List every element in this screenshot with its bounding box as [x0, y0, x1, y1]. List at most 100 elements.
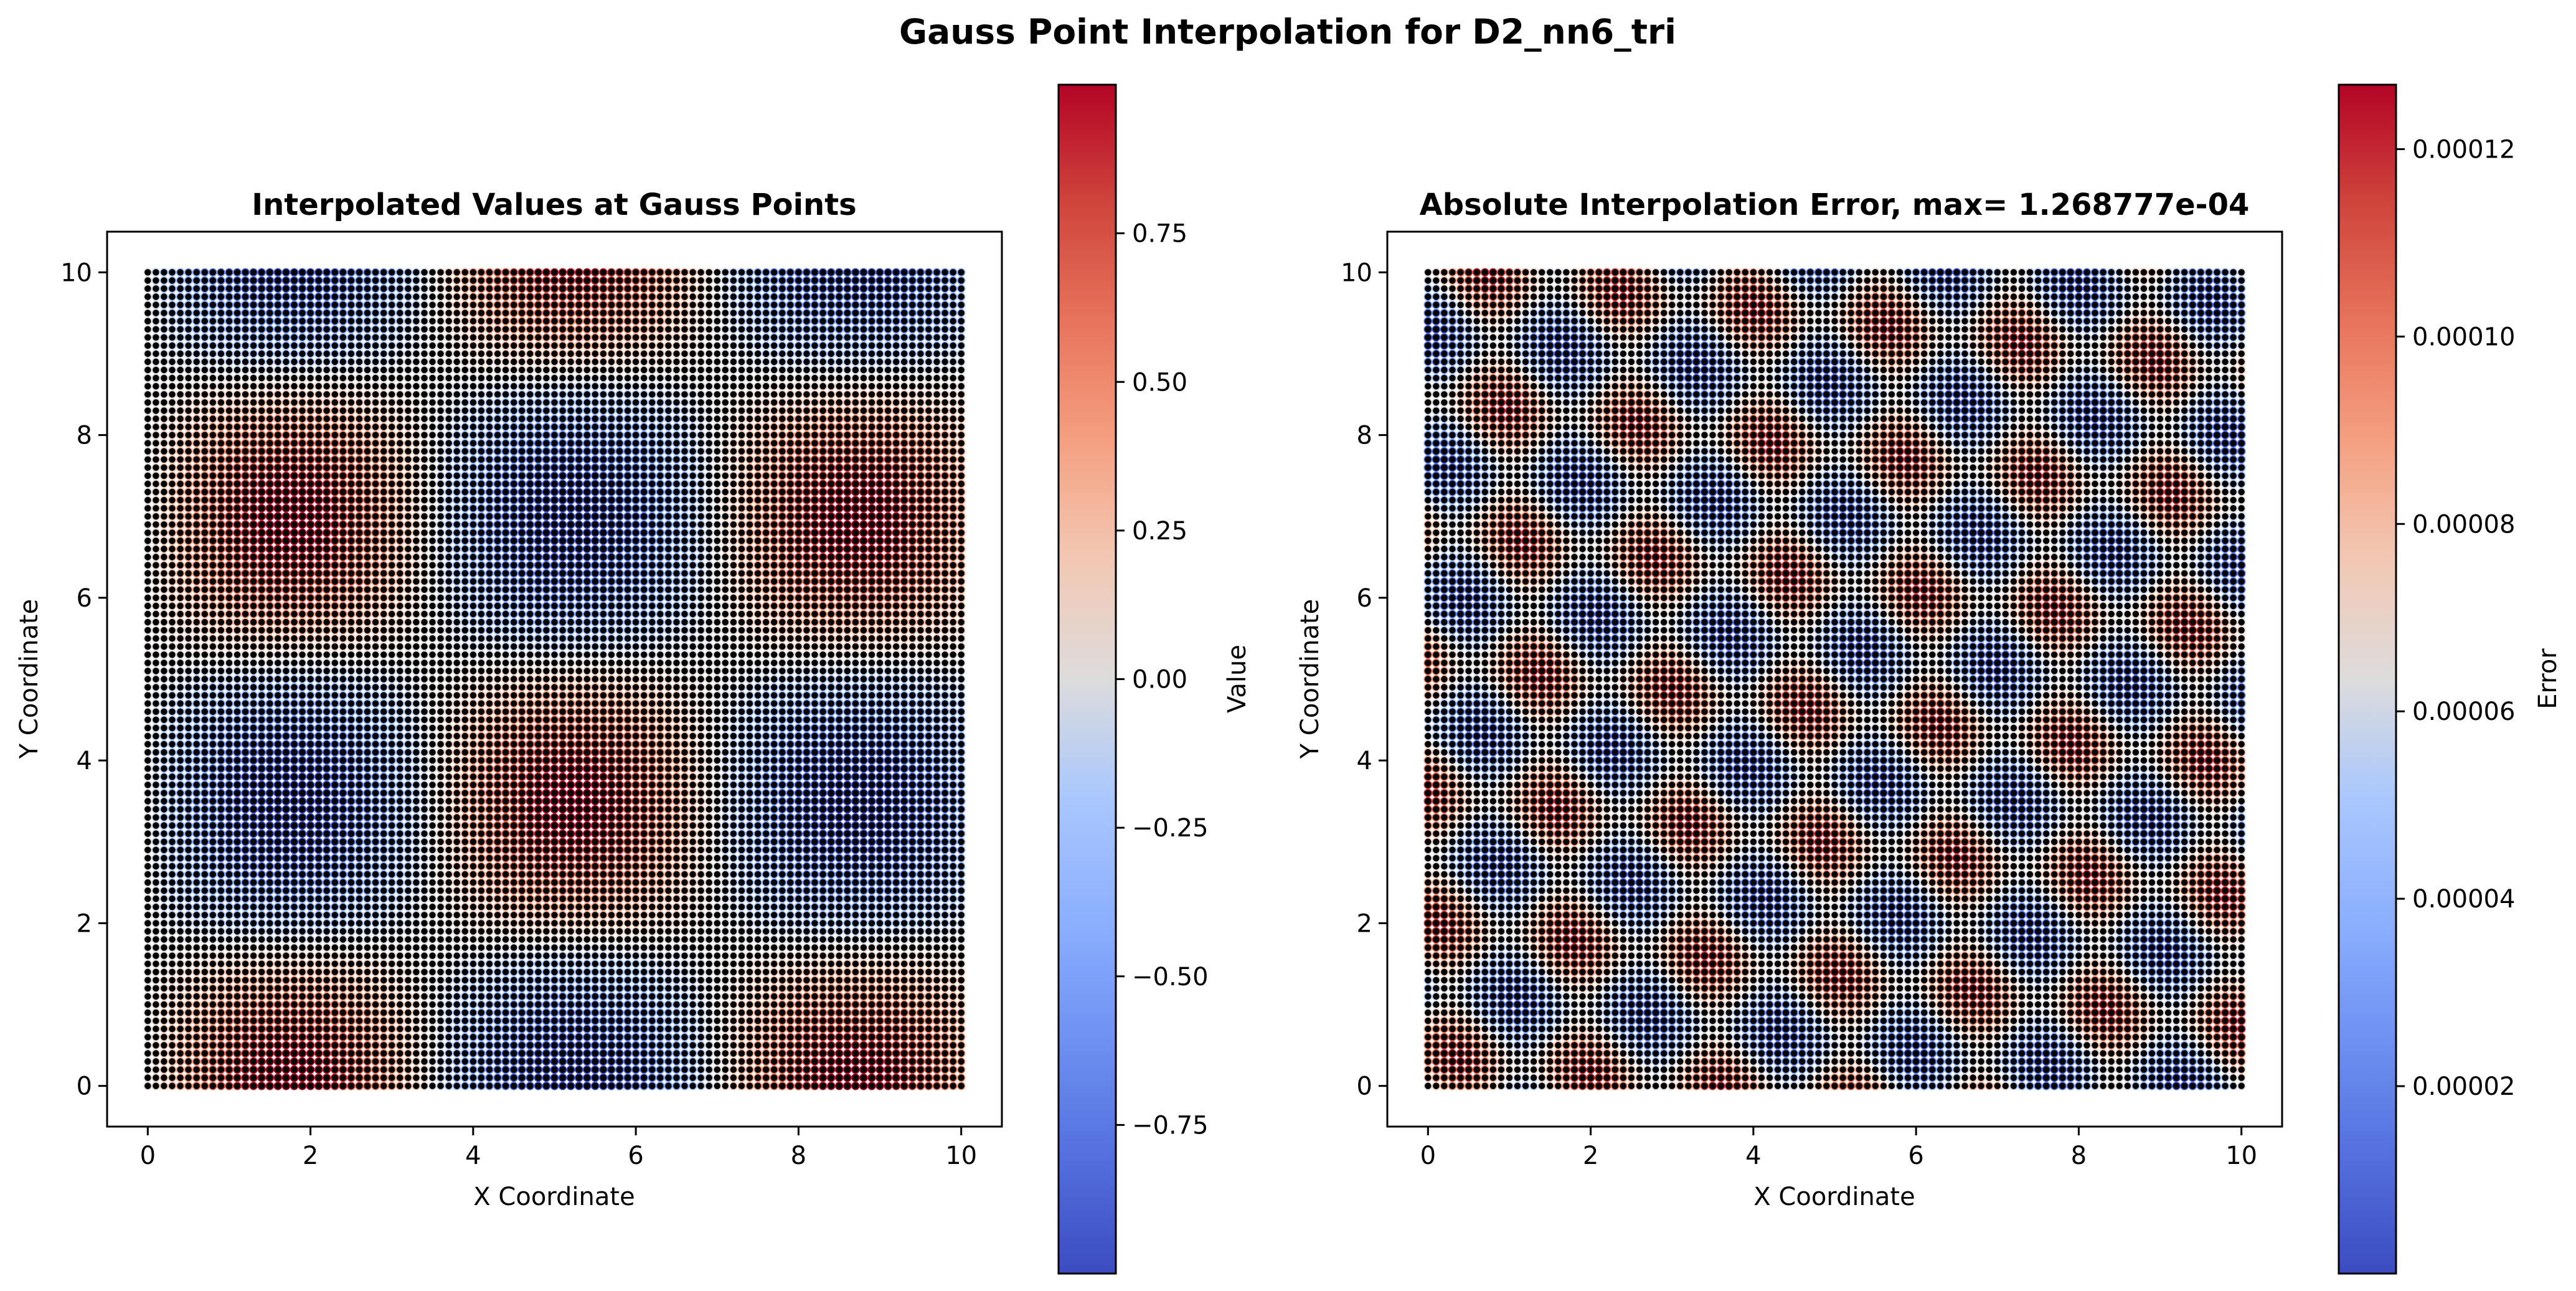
scatter-point: [754, 789, 762, 797]
scatter-point: [201, 952, 209, 960]
scatter-point: [925, 749, 932, 756]
scatter-point: [925, 838, 932, 846]
scatter-point: [315, 928, 323, 935]
scatter-point: [502, 985, 509, 992]
scatter-point: [811, 977, 819, 984]
scatter-point: [469, 968, 477, 976]
scatter-point: [762, 968, 770, 976]
scatter-point: [551, 749, 559, 756]
scatter-point: [437, 854, 445, 862]
scatter-point: [754, 1058, 762, 1066]
scatter-point: [852, 895, 859, 902]
scatter-point: [640, 1058, 648, 1066]
scatter-point: [510, 1082, 517, 1090]
scatter-point: [258, 814, 265, 821]
scatter-point: [242, 765, 249, 772]
scatter-point: [778, 952, 786, 960]
scatter-point: [404, 838, 412, 846]
scatter-point: [152, 863, 159, 870]
scatter-point: [380, 887, 387, 894]
scatter-point: [526, 1033, 534, 1041]
scatter-point: [730, 1017, 737, 1024]
scatter-point: [778, 781, 786, 788]
scatter-point: [648, 1017, 656, 1024]
scatter-point: [551, 781, 559, 788]
scatter-point: [347, 1009, 355, 1016]
scatter-point: [494, 740, 501, 748]
scatter-point: [315, 1058, 323, 1066]
scatter-point: [364, 1025, 371, 1033]
scatter-point: [575, 960, 583, 968]
scatter-point: [494, 1041, 501, 1049]
scatter-point: [730, 985, 737, 992]
scatter-point: [217, 814, 225, 821]
scatter-point: [526, 879, 534, 886]
scatter-point: [836, 919, 843, 927]
scatter-point: [266, 781, 273, 788]
scatter-point: [502, 757, 509, 764]
scatter-point: [917, 903, 924, 910]
scatter-point: [941, 919, 949, 927]
scatter-point: [542, 757, 550, 764]
scatter-point: [900, 1041, 908, 1049]
scatter-point: [884, 977, 892, 984]
scatter-point: [331, 952, 339, 960]
scatter-point: [738, 757, 745, 764]
scatter-point: [486, 822, 493, 830]
scatter-point: [738, 854, 745, 862]
scatter-point: [770, 911, 778, 919]
scatter-point: [526, 854, 534, 862]
scatter-point: [242, 952, 249, 960]
scatter-point: [404, 773, 412, 780]
scatter-point: [559, 749, 567, 756]
scatter-point: [892, 952, 900, 960]
scatter-point: [656, 977, 664, 984]
scatter-point: [315, 854, 323, 862]
scatter-point: [738, 952, 745, 960]
scatter-point: [542, 830, 550, 838]
scatter-point: [209, 936, 217, 943]
scatter-point: [502, 846, 509, 854]
scatter-point: [754, 846, 762, 854]
scatter-point: [795, 798, 802, 805]
scatter-point: [673, 985, 681, 992]
scatter-point: [177, 1017, 184, 1024]
scatter-point: [250, 952, 257, 960]
scatter-point: [786, 798, 794, 805]
scatter-point: [429, 977, 436, 984]
scatter-point: [664, 985, 672, 992]
scatter-point: [469, 1033, 477, 1041]
scatter-point: [323, 798, 331, 805]
scatter-point: [266, 1009, 273, 1016]
scatter-point: [177, 1082, 184, 1090]
scatter-point: [299, 952, 306, 960]
scatter-point: [193, 773, 201, 780]
scatter-point: [225, 773, 233, 780]
scatter-point: [876, 977, 884, 984]
scatter-point: [624, 1082, 631, 1090]
scatter-point: [274, 952, 281, 960]
scatter-point: [917, 1082, 924, 1090]
scatter-point: [868, 789, 875, 797]
scatter-point: [811, 895, 819, 902]
scatter-point: [648, 838, 656, 846]
scatter-point: [453, 1001, 461, 1008]
scatter-point: [892, 1017, 900, 1024]
scatter-point: [193, 895, 201, 902]
scatter-point: [282, 798, 290, 805]
scatter-point: [339, 1033, 347, 1041]
scatter-point: [697, 1058, 705, 1066]
scatter-point: [388, 919, 395, 927]
scatter-point: [689, 960, 697, 968]
scatter-point: [339, 936, 347, 943]
scatter-point: [526, 798, 534, 805]
scatter-point: [518, 960, 526, 968]
scatter-point: [786, 838, 794, 846]
scatter-point: [372, 757, 379, 764]
scatter-point: [331, 1009, 339, 1016]
scatter-point: [559, 944, 567, 952]
scatter-point: [795, 960, 802, 968]
scatter-point: [559, 871, 567, 878]
scatter-point: [860, 846, 867, 854]
scatter-point: [567, 887, 575, 894]
